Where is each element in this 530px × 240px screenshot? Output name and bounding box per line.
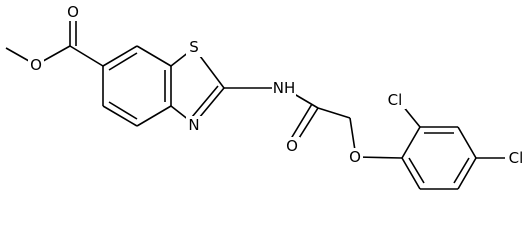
atom-label: S: [189, 38, 199, 56]
atom-label: O: [349, 148, 361, 166]
atom-label: O: [67, 3, 79, 21]
atom-label: Cl: [509, 149, 524, 167]
atom-label: NH: [273, 79, 296, 97]
atom-label: O: [286, 137, 298, 155]
atom-labels: O O S N NH O O Cl Cl: [28, 3, 527, 167]
atom-label: O: [30, 56, 42, 74]
atom-label: Cl: [388, 91, 403, 109]
atom-label: N: [188, 116, 199, 134]
molecule-diagram: O O S N NH O O Cl Cl: [5, 3, 527, 190]
bonds: [5, 12, 512, 190]
